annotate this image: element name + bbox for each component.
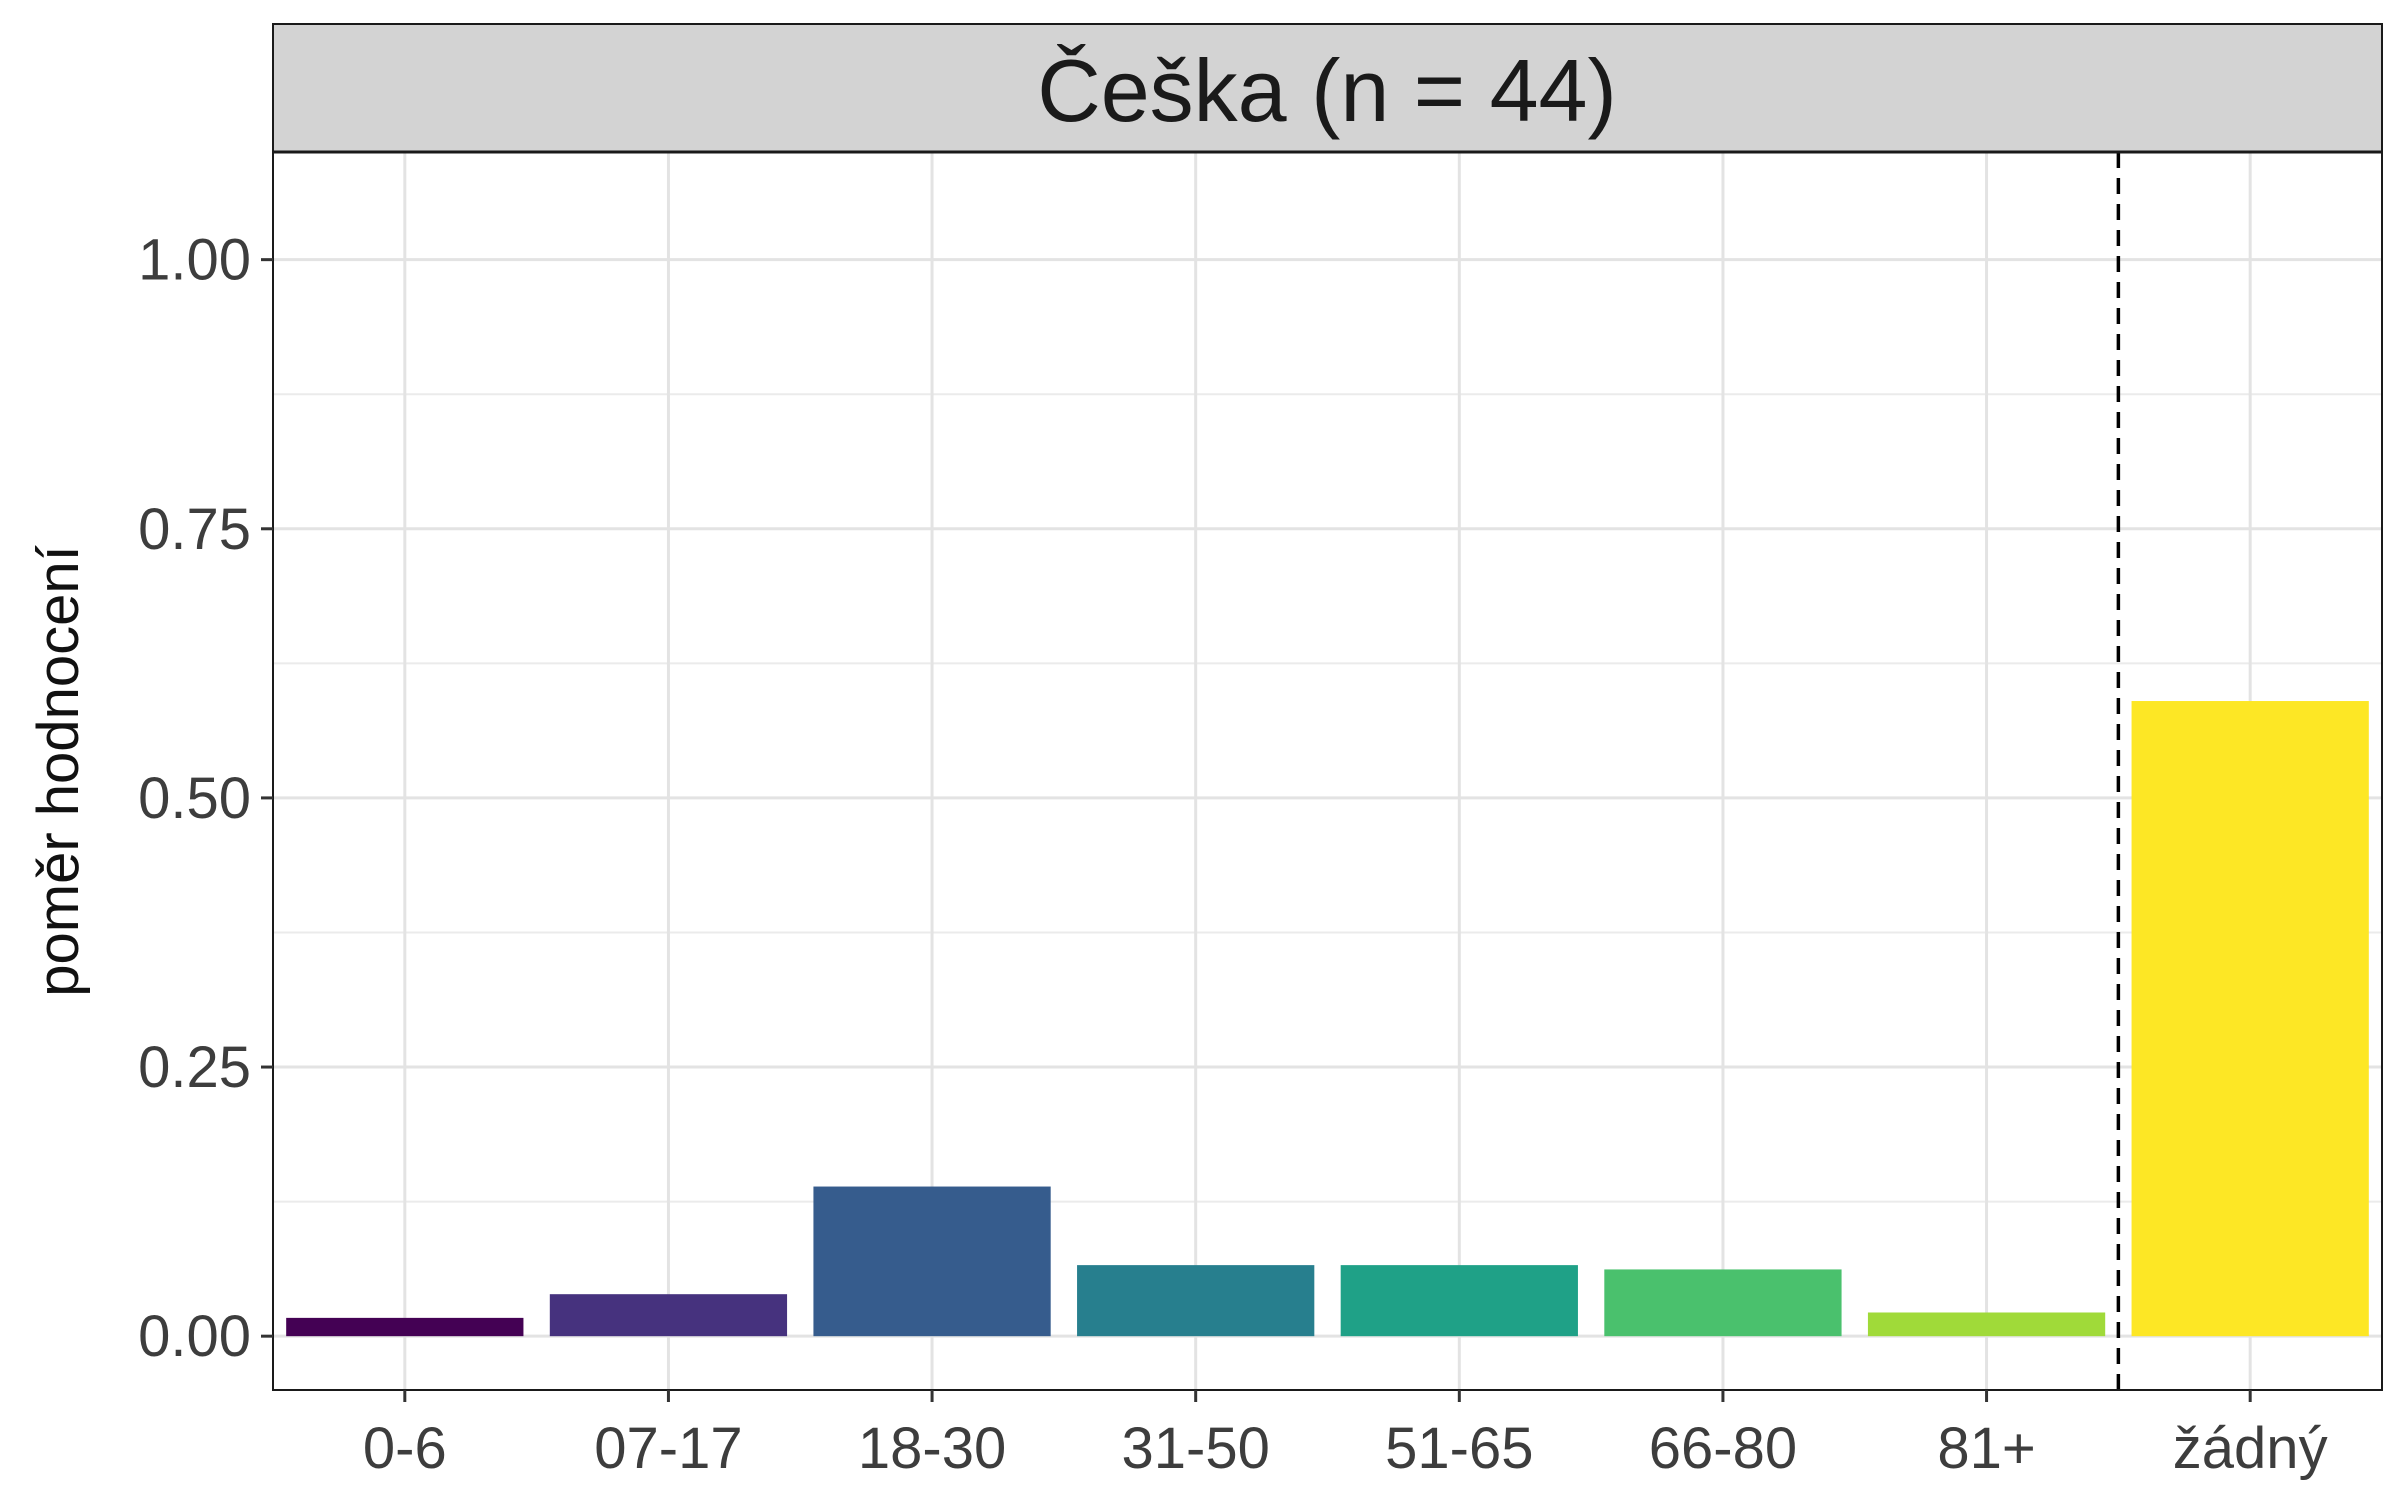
bar-66-80 — [1604, 1269, 1842, 1337]
y-tick-label: 1.00 — [138, 228, 251, 293]
x-tick-label: 31-50 — [1122, 1416, 1270, 1481]
x-tick-label: 51-65 — [1385, 1416, 1533, 1481]
facet-strip — [272, 23, 2383, 153]
y-tick-label: 0.00 — [138, 1304, 251, 1369]
plot-panel — [273, 152, 2382, 1390]
x-tick-label: 18-30 — [858, 1416, 1006, 1481]
x-tick-label: žádný — [2173, 1416, 2328, 1481]
bar-07-17 — [549, 1294, 788, 1337]
y-axis-title: poměr hodnocení — [26, 545, 91, 996]
bar-81+ — [1867, 1312, 2106, 1337]
bar-0-6 — [286, 1317, 524, 1337]
y-tick-label: 0.75 — [138, 497, 251, 562]
bar-51-65 — [1340, 1265, 1578, 1337]
bar-18-30 — [813, 1186, 1051, 1337]
bar-31-50 — [1077, 1265, 1315, 1337]
x-tick-label: 66-80 — [1649, 1416, 1797, 1481]
x-tick-label: 81+ — [1937, 1416, 2035, 1481]
y-tick-label: 0.50 — [138, 766, 251, 831]
facet-title: Češka (n = 44) — [1037, 41, 1617, 140]
grid-lines — [273, 152, 2382, 1390]
bar-žádný — [2131, 701, 2369, 1337]
y-axis: 0.00 0.25 0.50 0.75 1.00 — [138, 228, 273, 1369]
x-axis: 0-6 07-17 18-30 31-50 51-65 66-80 81+ žádný — [363, 1390, 2328, 1481]
bars — [286, 701, 2369, 1337]
y-tick-label: 0.25 — [138, 1035, 251, 1100]
x-tick-label: 07-17 — [594, 1416, 742, 1481]
x-tick-label: 0-6 — [363, 1416, 447, 1481]
